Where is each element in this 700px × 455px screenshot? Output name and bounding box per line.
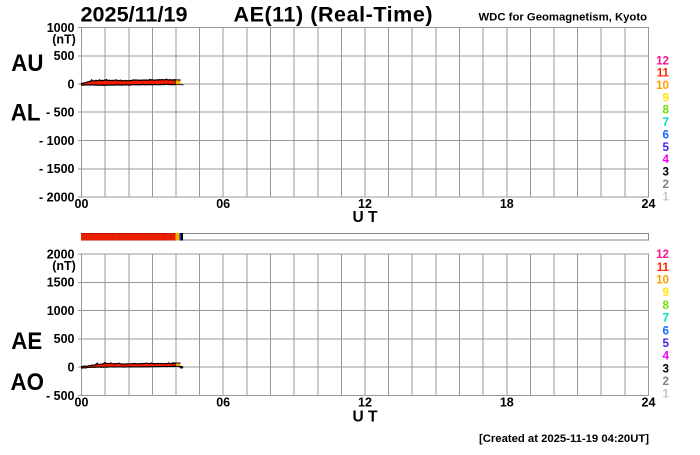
svg-text:12: 12 bbox=[656, 248, 669, 261]
svg-text:- 2000: - 2000 bbox=[39, 190, 74, 204]
svg-text:- 500: - 500 bbox=[46, 389, 75, 403]
svg-text:12: 12 bbox=[358, 395, 372, 409]
svg-text:2: 2 bbox=[663, 375, 669, 388]
svg-text:3: 3 bbox=[663, 166, 670, 179]
svg-text:18: 18 bbox=[500, 197, 514, 211]
svg-text:AE: AE bbox=[11, 327, 42, 354]
svg-text:8: 8 bbox=[663, 299, 670, 312]
svg-text:9: 9 bbox=[663, 286, 670, 299]
svg-text:5: 5 bbox=[663, 141, 670, 154]
svg-text:10: 10 bbox=[656, 274, 669, 287]
svg-text:06: 06 bbox=[216, 197, 230, 211]
svg-text:1000: 1000 bbox=[47, 304, 75, 318]
svg-text:- 1500: - 1500 bbox=[39, 162, 74, 176]
svg-text:11: 11 bbox=[657, 67, 670, 80]
svg-text:9: 9 bbox=[663, 91, 670, 104]
svg-text:12: 12 bbox=[656, 54, 669, 67]
svg-text:24: 24 bbox=[642, 395, 656, 409]
svg-text:- 1000: - 1000 bbox=[39, 134, 74, 148]
svg-text:6: 6 bbox=[663, 129, 670, 142]
svg-text:4: 4 bbox=[663, 350, 670, 363]
svg-text:U T: U T bbox=[353, 209, 379, 226]
svg-text:4: 4 bbox=[663, 153, 670, 166]
svg-text:500: 500 bbox=[54, 332, 75, 346]
svg-text:00: 00 bbox=[75, 395, 89, 409]
svg-text:6: 6 bbox=[663, 324, 670, 337]
svg-text:10: 10 bbox=[656, 79, 669, 92]
svg-text:2025/11/19: 2025/11/19 bbox=[81, 2, 188, 26]
svg-text:18: 18 bbox=[500, 395, 514, 409]
svg-text:2: 2 bbox=[663, 178, 669, 191]
svg-text:(nT): (nT) bbox=[52, 259, 76, 273]
svg-text:U T: U T bbox=[353, 409, 379, 426]
svg-text:WDC for Geomagnetism, Kyoto: WDC for Geomagnetism, Kyoto bbox=[479, 11, 648, 23]
svg-text:AE(11) (Real-Time): AE(11) (Real-Time) bbox=[234, 2, 433, 26]
svg-text:11: 11 bbox=[657, 261, 670, 274]
svg-text:7: 7 bbox=[663, 312, 669, 325]
svg-text:(nT): (nT) bbox=[52, 32, 76, 46]
svg-text:0: 0 bbox=[68, 361, 75, 375]
svg-text:AU: AU bbox=[11, 49, 43, 76]
svg-text:AO: AO bbox=[11, 368, 44, 395]
svg-text:500: 500 bbox=[54, 49, 75, 63]
svg-text:24: 24 bbox=[642, 197, 656, 211]
svg-text:06: 06 bbox=[216, 395, 230, 409]
svg-text:AL: AL bbox=[11, 99, 41, 126]
svg-text:7: 7 bbox=[663, 116, 669, 129]
svg-text:00: 00 bbox=[75, 197, 89, 211]
svg-text:8: 8 bbox=[663, 104, 670, 117]
svg-text:[Created at 2025-11-19 04:20UT: [Created at 2025-11-19 04:20UT] bbox=[479, 433, 649, 445]
svg-text:1: 1 bbox=[663, 388, 670, 401]
svg-text:3: 3 bbox=[663, 362, 670, 375]
svg-text:0: 0 bbox=[68, 77, 75, 91]
svg-text:1500: 1500 bbox=[47, 276, 75, 290]
svg-text:- 500: - 500 bbox=[46, 106, 75, 120]
svg-text:1: 1 bbox=[663, 190, 670, 203]
svg-text:5: 5 bbox=[663, 337, 670, 350]
